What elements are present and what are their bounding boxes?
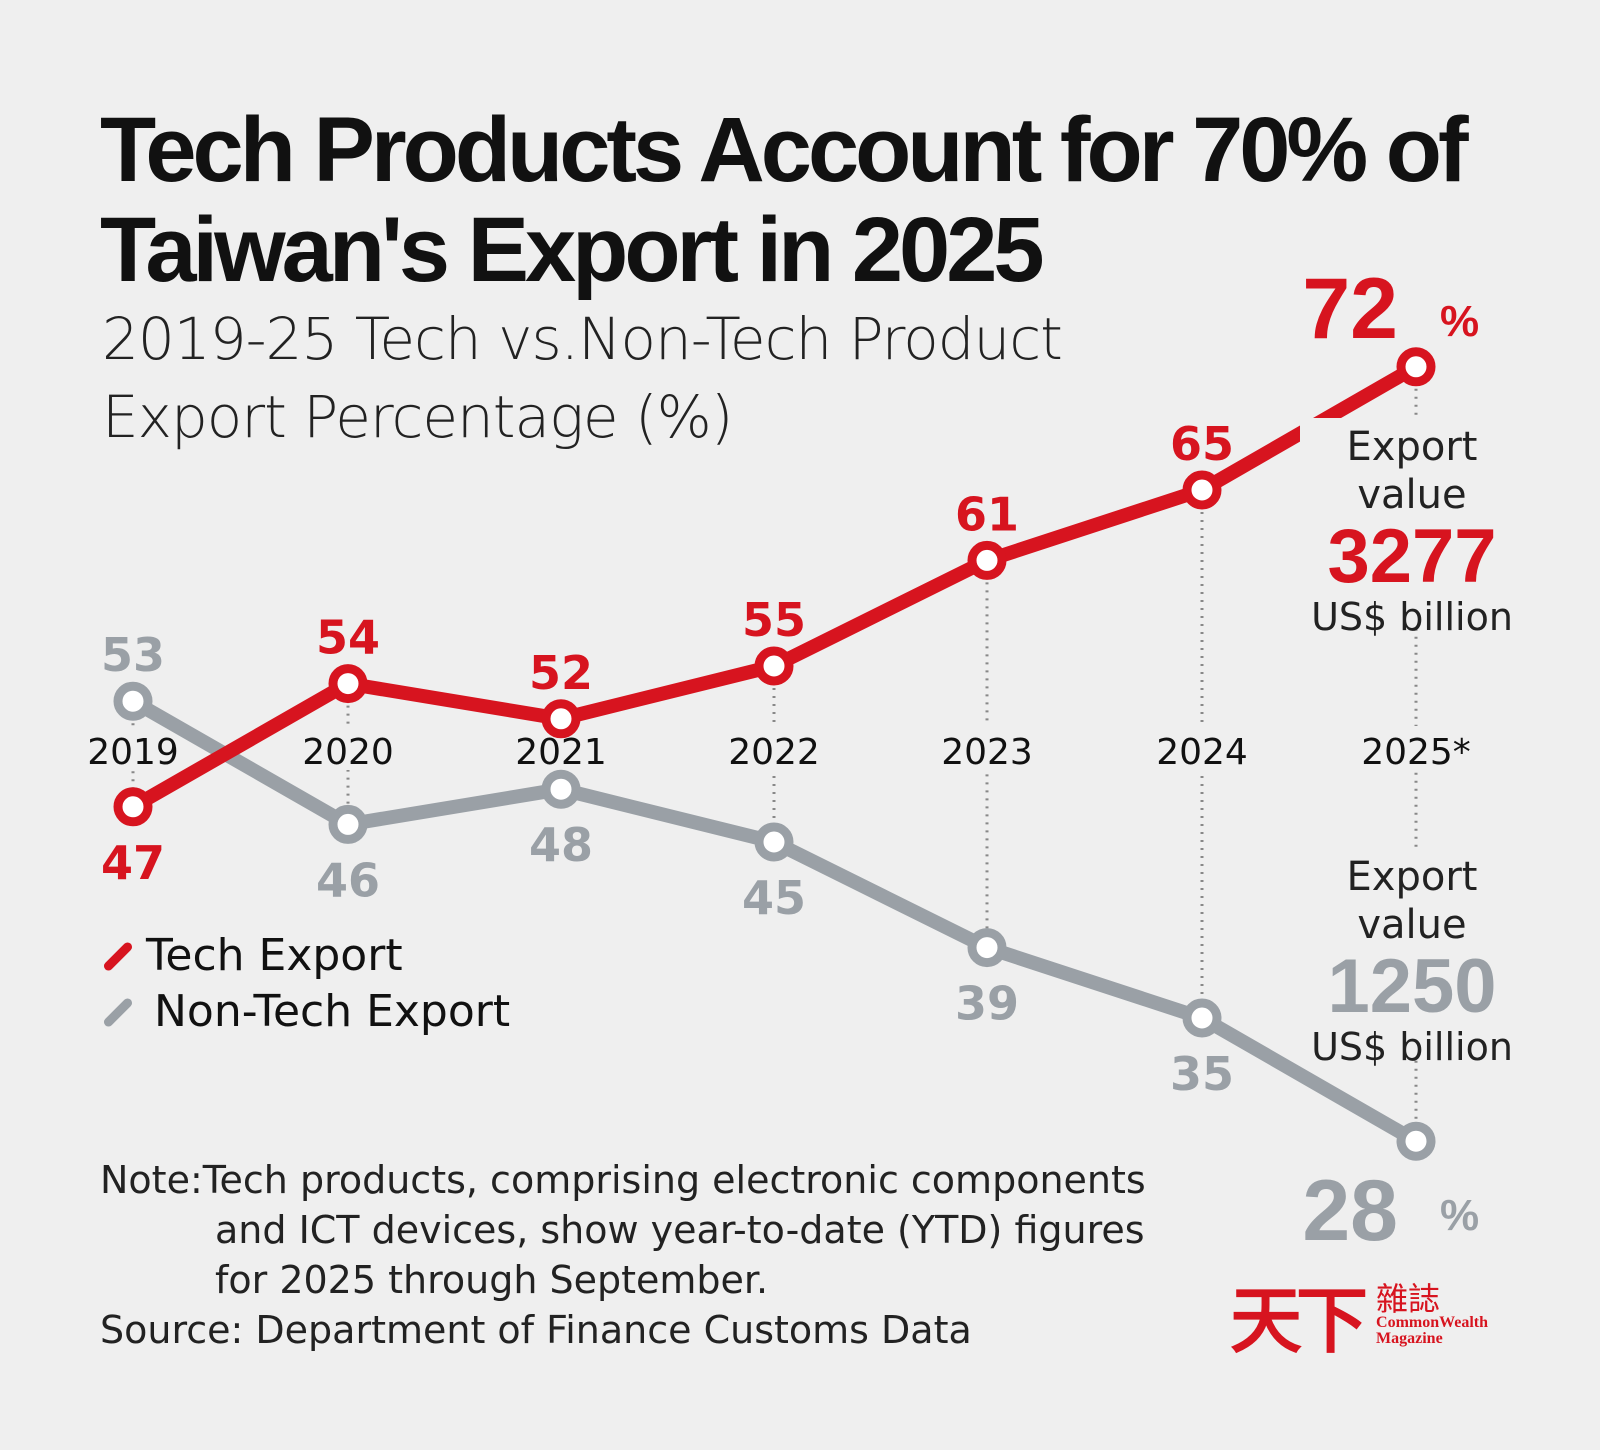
category-label: 2021 (515, 732, 607, 773)
non-tech-point (541, 769, 581, 809)
non-tech-data-label: 53 (101, 628, 165, 682)
non-tech-point (1182, 998, 1222, 1038)
category-label: 2022 (728, 732, 820, 773)
non-tech-point (328, 804, 368, 844)
tech-final-unit: % (1440, 297, 1479, 346)
category-label: 2024 (1156, 732, 1248, 773)
tech-data-label: 65 (1170, 417, 1234, 471)
tech-point (754, 646, 794, 686)
legend-swatch-tech (102, 940, 134, 972)
tech-point (328, 664, 368, 704)
tech-data-label: 47 (101, 836, 165, 890)
legend-item-tech: Tech Export (100, 928, 510, 984)
non-tech-data-label: 45 (742, 871, 806, 925)
tech-data-label: 61 (955, 487, 1019, 541)
non-tech-annotation-bg (1300, 848, 1520, 1058)
non-tech-annotation-unit: US$ billion (1311, 1025, 1513, 1069)
logo-en-1: CommonWealth (1376, 1313, 1489, 1331)
tech-annotation-bg (1300, 418, 1520, 628)
tech-point (1396, 347, 1436, 387)
legend-label-non-tech: Non-Tech Export (154, 986, 511, 1037)
legend-swatch-non-tech (102, 996, 134, 1028)
tech-point (1182, 470, 1222, 510)
source: Source: Department of Finance Customs Da… (100, 1308, 972, 1352)
non-tech-point (113, 681, 153, 721)
non-tech-data-label: 39 (955, 977, 1019, 1031)
non-tech-final-unit: % (1440, 1191, 1479, 1240)
category-label: 2025* (1361, 732, 1471, 773)
tech-annotation-unit: US$ billion (1311, 595, 1513, 639)
category-label-bg (945, 726, 1029, 770)
logo-mark: 天下 (1230, 1278, 1368, 1363)
chart-subtitle: 2019-25 Tech vs.Non-Tech Product Export … (102, 305, 1063, 451)
non-tech-final-label: 28 (1302, 1163, 1398, 1259)
non-tech-point (967, 928, 1007, 968)
non-tech-point (1396, 1121, 1436, 1161)
tech-annotation-value: 3277 (1327, 514, 1496, 599)
non-tech-data-label: 48 (529, 818, 593, 872)
non-tech-data-label: 46 (316, 853, 380, 907)
non-tech-annotation-label: Export (1347, 854, 1478, 900)
tech-point (113, 787, 153, 827)
tech-annotation-label: value (1357, 472, 1466, 518)
note: Note:Tech products, comprising electroni… (100, 1155, 1280, 1355)
category-label: 2023 (941, 732, 1033, 773)
tech-annotation-label: Export (1347, 424, 1478, 470)
tech-point (967, 540, 1007, 580)
category-label-bg (91, 726, 175, 770)
category-label-bg (306, 726, 390, 770)
non-tech-point (754, 822, 794, 862)
category-label-bg (1374, 726, 1458, 770)
legend-label-tech: Tech Export (146, 930, 403, 981)
tech-data-label: 52 (529, 646, 593, 700)
tech-data-label: 55 (742, 593, 806, 647)
tech-data-label: 54 (316, 611, 380, 665)
non-tech-annotation-value: 1250 (1327, 944, 1496, 1029)
legend-item-non-tech: Non-Tech Export (100, 984, 510, 1040)
category-label: 2019 (87, 732, 179, 773)
note-line-3: for 2025 through September. (215, 1258, 769, 1302)
chart-title: Tech Products Account for 70% of Taiwan'… (100, 99, 1469, 301)
logo-en-2: Magazine (1376, 1329, 1443, 1347)
category-label: 2020 (302, 732, 394, 773)
tech-final-label: 72 (1302, 261, 1398, 357)
commonwealth-logo: 天下 雜誌 CommonWealth Magazine (1230, 1262, 1488, 1367)
note-line-1: Note:Tech products, comprising electroni… (100, 1158, 1146, 1202)
non-tech-data-label: 35 (1170, 1047, 1234, 1101)
note-line-2: and ICT devices, show year-to-date (YTD)… (215, 1208, 1145, 1252)
non-tech-annotation-label: value (1357, 902, 1466, 948)
logo-cjk: 雜誌 (1376, 1279, 1441, 1318)
category-label-bg (732, 726, 816, 770)
legend: Tech Export Non-Tech Export (100, 928, 510, 1040)
tech-point (541, 699, 581, 739)
category-label-bg (1160, 726, 1244, 770)
